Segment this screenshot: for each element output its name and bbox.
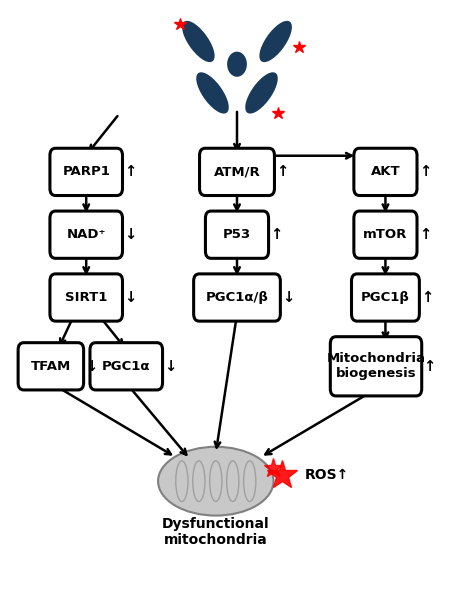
Text: ↑: ↑ — [276, 165, 289, 179]
Text: ↓: ↓ — [124, 227, 137, 242]
FancyBboxPatch shape — [90, 343, 163, 390]
FancyBboxPatch shape — [18, 343, 83, 390]
Text: ↑: ↑ — [419, 165, 431, 179]
FancyBboxPatch shape — [50, 211, 122, 258]
FancyBboxPatch shape — [352, 274, 419, 321]
Ellipse shape — [158, 447, 273, 516]
Ellipse shape — [245, 72, 278, 114]
FancyBboxPatch shape — [50, 148, 122, 195]
Text: ↓: ↓ — [85, 359, 98, 374]
Text: NAD⁺: NAD⁺ — [66, 228, 106, 241]
Text: ↑: ↑ — [421, 290, 434, 305]
Ellipse shape — [259, 21, 292, 62]
Text: P53: P53 — [223, 228, 251, 241]
FancyBboxPatch shape — [200, 148, 274, 195]
Text: mTOR: mTOR — [363, 228, 408, 241]
Text: ↓: ↓ — [124, 290, 137, 305]
Text: PGC1α: PGC1α — [102, 360, 151, 373]
Text: Dysfunctional
mitochondria: Dysfunctional mitochondria — [162, 517, 270, 548]
Ellipse shape — [227, 52, 247, 77]
FancyBboxPatch shape — [354, 148, 417, 195]
Text: PGC1β: PGC1β — [361, 291, 410, 304]
Ellipse shape — [196, 72, 229, 114]
Text: AKT: AKT — [371, 165, 400, 178]
Text: PGC1α/β: PGC1α/β — [206, 291, 268, 304]
Text: ↓: ↓ — [282, 290, 294, 305]
Ellipse shape — [182, 21, 215, 62]
Text: ↑: ↑ — [271, 227, 283, 242]
Text: ↑: ↑ — [424, 359, 436, 374]
FancyBboxPatch shape — [330, 337, 422, 396]
Text: ↑: ↑ — [124, 165, 137, 179]
FancyBboxPatch shape — [354, 211, 417, 258]
FancyBboxPatch shape — [50, 274, 122, 321]
Text: ATM/R: ATM/R — [214, 165, 260, 178]
Text: SIRT1: SIRT1 — [65, 291, 108, 304]
Text: TFAM: TFAM — [31, 360, 71, 373]
Text: Mitochondria
biogenesis: Mitochondria biogenesis — [327, 352, 426, 380]
Text: ROS↑: ROS↑ — [304, 468, 349, 482]
Text: ↓: ↓ — [164, 359, 177, 374]
FancyBboxPatch shape — [194, 274, 280, 321]
Text: ↑: ↑ — [419, 227, 431, 242]
FancyBboxPatch shape — [205, 211, 269, 258]
Text: PARP1: PARP1 — [62, 165, 110, 178]
